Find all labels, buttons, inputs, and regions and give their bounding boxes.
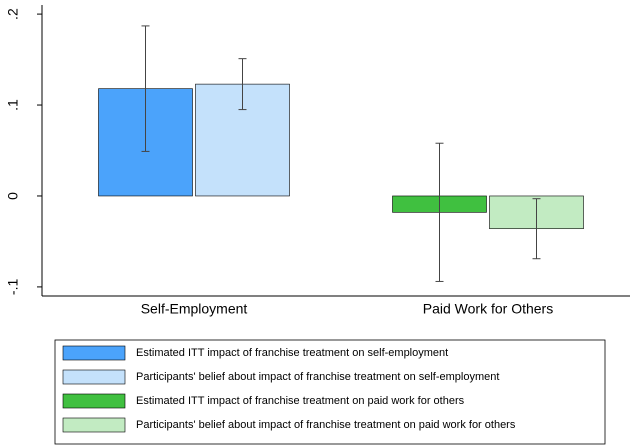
error-bar xyxy=(435,142,444,282)
y-tick-label: 0 xyxy=(5,192,21,200)
y-tick-label: .1 xyxy=(5,99,21,111)
y-tick-label: .2 xyxy=(5,8,21,20)
legend-label: Participants' belief about impact of fra… xyxy=(136,419,516,431)
y-tick-label: -.1 xyxy=(5,279,21,296)
legend: Estimated ITT impact of franchise treatm… xyxy=(62,345,516,433)
x-tick-label: Self-Employment xyxy=(141,301,248,317)
legend-swatch xyxy=(62,393,126,409)
legend-swatch xyxy=(62,369,126,385)
legend-label: Estimated ITT impact of franchise treatm… xyxy=(136,395,465,407)
legend-label: Participants' belief about impact of fra… xyxy=(136,371,499,383)
legend-swatch xyxy=(62,417,126,433)
error-bar xyxy=(141,25,150,152)
legend-swatch xyxy=(62,345,126,361)
legend-box xyxy=(54,339,606,445)
legend-label: Estimated ITT impact of franchise treatm… xyxy=(136,347,448,359)
error-bar xyxy=(238,58,247,111)
error-bar xyxy=(532,198,541,260)
x-tick-label: Paid Work for Others xyxy=(423,301,553,317)
